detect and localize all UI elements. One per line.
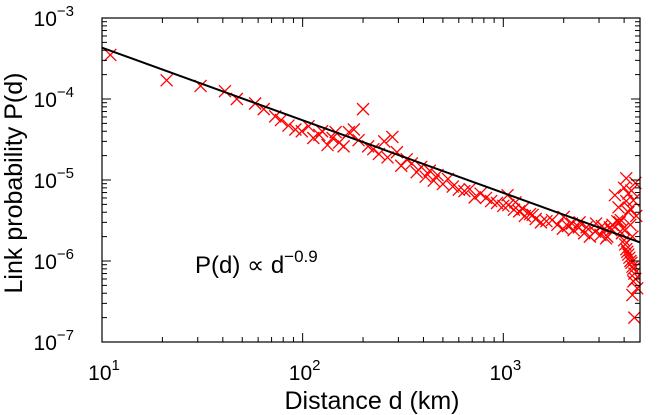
data-point bbox=[534, 215, 548, 229]
tick-label-exponent: 3 bbox=[513, 357, 521, 374]
y-tick-label: 10−6 bbox=[34, 246, 74, 274]
data-point bbox=[627, 311, 641, 325]
data-point bbox=[306, 131, 320, 145]
y-tick-label: 10−5 bbox=[34, 165, 74, 193]
data-point bbox=[617, 233, 631, 247]
data-point bbox=[337, 139, 351, 153]
data-point bbox=[419, 170, 433, 184]
data-point bbox=[625, 288, 639, 302]
axis-ticks bbox=[101, 17, 640, 343]
data-point bbox=[628, 176, 642, 190]
data-point bbox=[377, 134, 391, 148]
data-point bbox=[385, 130, 399, 144]
x-tick-label: 102 bbox=[289, 357, 321, 385]
data-point bbox=[616, 222, 630, 236]
data-point bbox=[580, 220, 594, 234]
data-point bbox=[295, 124, 309, 138]
data-point bbox=[394, 159, 408, 173]
data-point bbox=[414, 160, 428, 174]
data-point bbox=[619, 171, 633, 185]
data-point bbox=[463, 182, 477, 196]
y-tick-label: 10−7 bbox=[34, 327, 74, 355]
data-point bbox=[468, 190, 482, 204]
data-point bbox=[446, 180, 460, 194]
tick-label-base: 10 bbox=[34, 8, 57, 31]
data-point bbox=[501, 198, 515, 212]
tick-label-base: 10 bbox=[289, 362, 312, 385]
data-point bbox=[474, 187, 487, 201]
data-point bbox=[613, 215, 627, 229]
data-point bbox=[621, 205, 635, 219]
fit-annotation: P(d) ∝ d−0.9 bbox=[195, 247, 318, 279]
fit-line bbox=[101, 46, 641, 244]
data-point bbox=[539, 214, 553, 228]
data-point bbox=[427, 174, 441, 188]
tick-label-exponent: 2 bbox=[312, 357, 320, 374]
annotation-base: P(d) ∝ d bbox=[195, 252, 284, 279]
tick-label-base: 10 bbox=[34, 332, 57, 355]
data-point bbox=[612, 200, 625, 214]
data-point bbox=[630, 281, 644, 295]
data-point bbox=[623, 202, 637, 216]
data-point bbox=[561, 219, 575, 233]
data-point bbox=[400, 152, 414, 166]
tick-label-base: 10 bbox=[34, 170, 57, 193]
data-point bbox=[512, 204, 526, 218]
tick-label-exponent: −4 bbox=[57, 84, 74, 101]
tick-label-base: 10 bbox=[489, 362, 512, 385]
data-point bbox=[550, 218, 564, 232]
data-point bbox=[490, 196, 504, 210]
data-point bbox=[356, 102, 370, 116]
tick-label-exponent: −3 bbox=[57, 3, 74, 20]
tick-label-exponent: −5 bbox=[57, 165, 74, 182]
data-point bbox=[405, 157, 419, 170]
data-point bbox=[347, 123, 361, 136]
data-point bbox=[516, 202, 530, 216]
plot-frame bbox=[101, 17, 641, 343]
tick-label-exponent: −6 bbox=[57, 246, 74, 263]
tick-label-base: 10 bbox=[88, 362, 111, 385]
data-point bbox=[623, 218, 637, 232]
data-point bbox=[274, 113, 288, 127]
data-point bbox=[160, 73, 174, 87]
tick-label-base: 10 bbox=[34, 89, 57, 112]
x-tick-label: 103 bbox=[489, 357, 521, 385]
data-point bbox=[452, 183, 466, 197]
tick-label-exponent: −7 bbox=[57, 327, 74, 344]
data-point bbox=[282, 119, 295, 133]
annotation-exponent: −0.9 bbox=[284, 247, 318, 266]
data-point bbox=[624, 184, 638, 198]
x-tick-label: 101 bbox=[88, 357, 120, 385]
data-markers bbox=[103, 48, 644, 325]
data-point bbox=[302, 119, 316, 133]
data-point bbox=[606, 218, 619, 232]
data-point bbox=[496, 199, 510, 213]
data-point bbox=[608, 188, 622, 202]
tick-label-base: 10 bbox=[34, 251, 57, 274]
y-tick-label: 10−3 bbox=[34, 3, 74, 31]
tick-label-exponent: 1 bbox=[112, 357, 120, 374]
data-point bbox=[321, 138, 334, 152]
data-point bbox=[315, 124, 329, 138]
x-axis-label: Distance d (km) bbox=[284, 387, 459, 415]
data-point bbox=[103, 48, 117, 62]
y-tick-label: 10−4 bbox=[34, 84, 74, 112]
y-axis-label: Link probability P(d) bbox=[0, 73, 28, 294]
data-point bbox=[526, 208, 540, 222]
